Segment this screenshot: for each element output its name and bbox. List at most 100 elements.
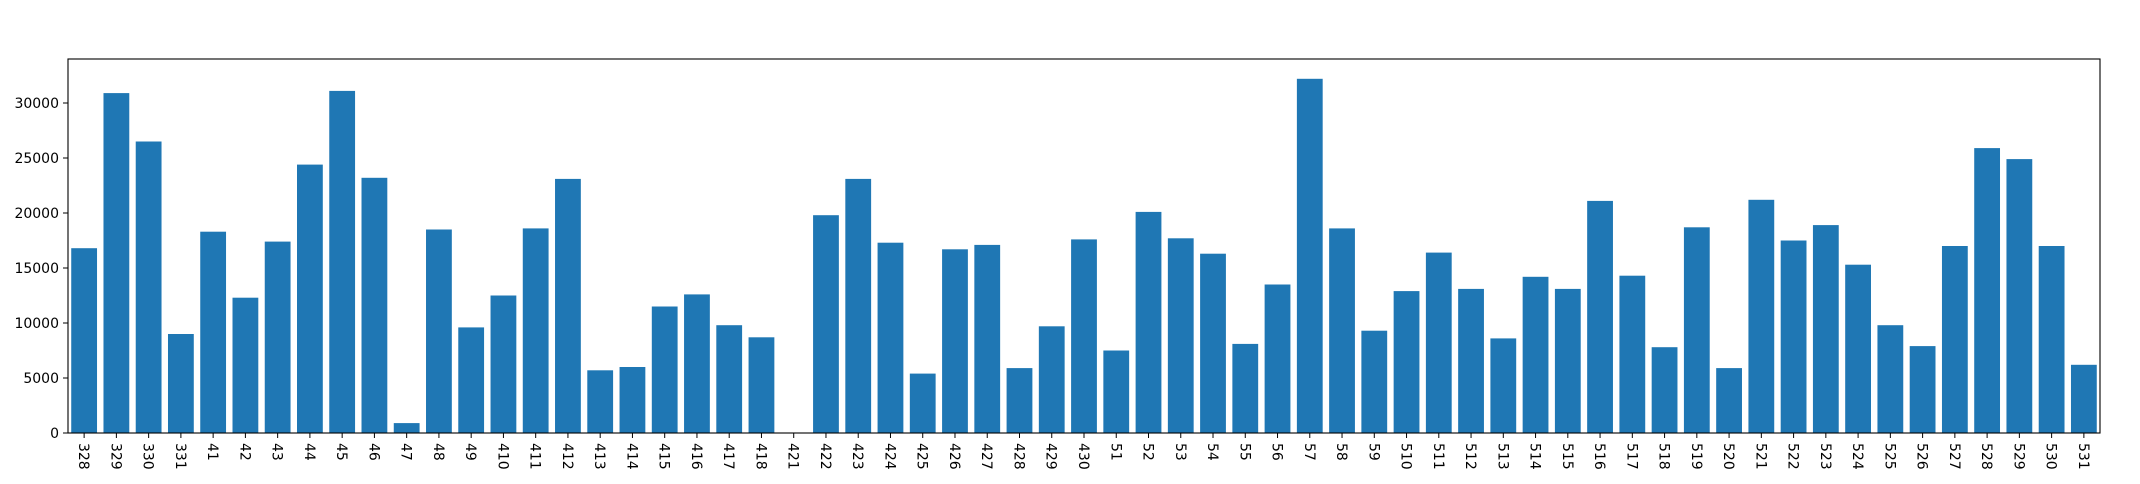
- x-tick-label-510: 510: [1398, 443, 1414, 470]
- x-tick-label-413: 413: [591, 443, 607, 470]
- x-tick-label-412: 412: [559, 443, 575, 470]
- x-tick-label-51: 51: [1107, 443, 1123, 461]
- bar-429: [1038, 326, 1065, 433]
- bar-329: [103, 93, 130, 433]
- bar-523: [1812, 225, 1839, 433]
- x-tick-label-56: 56: [1269, 443, 1285, 461]
- bar-425: [909, 373, 936, 433]
- bar-513: [1490, 338, 1517, 433]
- x-tick-label-519: 519: [1688, 443, 1704, 470]
- bar-57: [1296, 78, 1323, 434]
- x-tick-label-53: 53: [1172, 443, 1188, 461]
- bar-521: [1748, 199, 1775, 433]
- x-tick-label-55: 55: [1236, 443, 1252, 461]
- x-tick-label-522: 522: [1785, 443, 1801, 470]
- x-tick-label-526: 526: [1914, 443, 1930, 470]
- bar-328: [71, 248, 98, 433]
- bar-411: [522, 228, 549, 433]
- bar-413: [587, 370, 614, 433]
- bar-526: [1909, 346, 1936, 433]
- bar-42: [232, 297, 259, 433]
- bar-416: [684, 294, 710, 433]
- x-tick-label-512: 512: [1462, 443, 1478, 470]
- x-tick-label-514: 514: [1527, 443, 1543, 470]
- bar-517: [1619, 275, 1646, 433]
- x-tick-label-515: 515: [1559, 443, 1575, 470]
- x-tick-label-427: 427: [978, 443, 994, 470]
- x-tick-label-423: 423: [849, 443, 865, 470]
- x-tick-label-59: 59: [1365, 443, 1381, 461]
- bar-527: [1941, 246, 1968, 433]
- x-tick-label-422: 422: [817, 443, 833, 470]
- bar-511: [1425, 252, 1452, 433]
- x-tick-label-426: 426: [946, 443, 962, 470]
- x-tick-label-523: 523: [1817, 443, 1833, 470]
- x-tick-label-516: 516: [1591, 443, 1607, 470]
- x-tick-label-331: 331: [172, 443, 188, 470]
- x-tick-label-47: 47: [398, 443, 414, 461]
- y-tick-label-15000: 15000: [14, 261, 59, 277]
- bar-53: [1167, 238, 1194, 433]
- bar-41: [200, 231, 227, 433]
- x-tick-label-520: 520: [1720, 443, 1736, 470]
- plot-frame: [67, 58, 2101, 434]
- bar-524: [1845, 264, 1871, 433]
- x-tick-label-42: 42: [236, 443, 252, 461]
- bar-55: [1232, 343, 1259, 433]
- x-tick-label-530: 530: [2043, 443, 2059, 470]
- bar-414: [619, 367, 646, 433]
- x-tick-label-329: 329: [107, 443, 123, 470]
- y-axis: 0 5000 10000 15000 20000 25000 30000: [14, 96, 68, 442]
- bar-48: [426, 229, 452, 433]
- bar-412: [555, 178, 581, 433]
- x-tick-label-45: 45: [333, 443, 349, 461]
- x-tick-label-58: 58: [1333, 443, 1349, 461]
- x-tick-label-54: 54: [1204, 443, 1220, 461]
- bar-46: [361, 177, 388, 433]
- x-tick-label-44: 44: [301, 443, 317, 461]
- bar-427: [974, 244, 1001, 433]
- bar-514: [1522, 276, 1549, 433]
- bar-44: [297, 164, 323, 433]
- x-tick-label-416: 416: [688, 443, 704, 470]
- bar-52: [1135, 211, 1162, 433]
- bar-515: [1554, 288, 1581, 433]
- bar-426: [942, 249, 968, 433]
- bar-430: [1071, 239, 1097, 433]
- x-tick-label-330: 330: [140, 443, 156, 470]
- bar-45: [329, 90, 356, 434]
- x-tick-label-417: 417: [720, 443, 736, 470]
- bar-59: [1361, 330, 1388, 433]
- bar-530: [2038, 246, 2065, 433]
- x-tick-label-424: 424: [881, 443, 897, 470]
- bar-331: [167, 334, 194, 433]
- bar-410: [490, 295, 517, 433]
- x-tick-label-511: 511: [1430, 443, 1446, 470]
- x-tick-label-531: 531: [2075, 443, 2091, 470]
- bar-43: [264, 241, 291, 433]
- x-tick-label-48: 48: [430, 443, 446, 461]
- x-tick-label-328: 328: [75, 443, 91, 470]
- bar-424: [877, 242, 904, 433]
- x-tick-label-529: 529: [2010, 443, 2026, 470]
- x-tick-label-52: 52: [1140, 443, 1156, 461]
- y-tick-label-30000: 30000: [14, 96, 59, 112]
- bar-47: [393, 423, 420, 433]
- bar-522: [1780, 240, 1807, 433]
- bar-528: [1974, 148, 2001, 433]
- x-tick-label-428: 428: [1010, 443, 1026, 470]
- bar-529: [2006, 159, 2033, 433]
- bar-428: [1006, 368, 1033, 433]
- bar-525: [1877, 325, 1904, 433]
- x-tick-label-418: 418: [752, 443, 768, 470]
- x-tick-label-49: 49: [462, 443, 478, 461]
- x-tick-label-41: 41: [204, 443, 220, 461]
- x-tick-label-57: 57: [1301, 443, 1317, 461]
- x-tick-label-414: 414: [623, 443, 639, 470]
- x-tick-label-524: 524: [1849, 443, 1865, 470]
- bar-518: [1651, 347, 1678, 433]
- bar-519: [1683, 227, 1710, 433]
- x-tick-label-410: 410: [494, 443, 510, 470]
- y-tick-label-0: 0: [50, 426, 59, 442]
